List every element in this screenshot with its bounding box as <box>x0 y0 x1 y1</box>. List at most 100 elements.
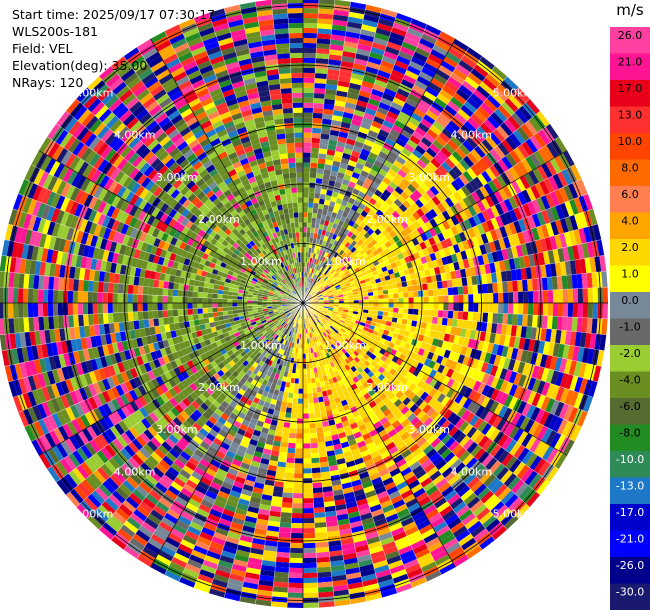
velocity-gate <box>209 375 218 384</box>
velocity-gate <box>297 403 303 409</box>
velocity-gate <box>303 522 315 529</box>
velocity-gate <box>331 330 338 336</box>
velocity-gate <box>466 357 475 368</box>
velocity-gate <box>437 383 447 394</box>
velocity-gate <box>354 323 360 328</box>
velocity-gate <box>160 545 176 557</box>
velocity-gate <box>336 325 342 330</box>
velocity-gate <box>400 517 415 527</box>
velocity-gate <box>71 418 83 434</box>
velocity-gate <box>277 541 291 548</box>
ray-separator <box>254 302 304 605</box>
velocity-gate <box>289 382 295 389</box>
velocity-gate <box>423 394 433 404</box>
velocity-gate <box>278 325 284 331</box>
velocity-gate <box>490 364 499 377</box>
velocity-gate <box>486 322 493 333</box>
velocity-gate <box>169 323 176 332</box>
velocity-gate <box>334 319 340 324</box>
velocity-gate <box>112 454 125 468</box>
velocity-gate <box>185 346 193 355</box>
velocity-gate <box>517 361 526 375</box>
velocity-gate <box>60 394 70 409</box>
velocity-gate <box>536 425 549 441</box>
velocity-gate <box>222 298 228 303</box>
velocity-gate <box>327 311 333 315</box>
velocity-gate <box>382 311 389 317</box>
velocity-gate <box>469 348 478 359</box>
velocity-gate <box>390 527 405 537</box>
velocity-gate <box>408 331 415 339</box>
velocity-gate <box>303 547 317 554</box>
velocity-gate <box>155 375 165 386</box>
velocity-gate <box>53 355 62 370</box>
velocity-gate <box>189 554 205 565</box>
velocity-gate <box>153 409 163 420</box>
velocity-gate <box>378 306 384 312</box>
velocity-gate <box>177 491 191 503</box>
velocity-gate <box>555 329 562 344</box>
velocity-gate <box>406 567 423 579</box>
velocity-gate <box>289 557 303 564</box>
velocity-gate <box>287 372 292 378</box>
velocity-gate <box>31 389 42 406</box>
velocity-gate <box>309 317 313 323</box>
velocity-gate <box>445 388 455 399</box>
velocity-gate <box>284 310 290 315</box>
velocity-gate <box>169 397 179 408</box>
velocity-gate <box>264 315 271 320</box>
velocity-gate <box>570 425 582 442</box>
velocity-gate <box>227 392 236 401</box>
velocity-gate <box>545 466 559 483</box>
velocity-gate <box>128 492 143 506</box>
velocity-gate <box>490 480 504 494</box>
ray-separator <box>4 302 304 367</box>
velocity-gate <box>481 373 491 385</box>
velocity-gate <box>108 494 123 508</box>
velocity-gate <box>178 321 186 330</box>
velocity-gate <box>150 451 163 463</box>
velocity-gate <box>418 557 435 568</box>
velocity-gate <box>315 311 321 316</box>
velocity-gate <box>238 498 250 507</box>
velocity-gate <box>391 419 401 429</box>
velocity-gate <box>468 378 477 390</box>
velocity-gate <box>462 355 470 366</box>
velocity-gate <box>415 491 429 503</box>
velocity-gate <box>176 335 184 344</box>
velocity-gate <box>417 423 428 434</box>
velocity-gate <box>53 315 60 330</box>
velocity-gate <box>116 408 127 421</box>
velocity-gate <box>199 458 211 468</box>
velocity-gate <box>143 319 150 329</box>
velocity-gate <box>207 445 218 455</box>
velocity-gate <box>324 435 333 442</box>
velocity-gate <box>37 372 47 389</box>
velocity-gate <box>437 416 448 428</box>
velocity-gate <box>341 482 353 490</box>
velocity-gate <box>137 303 143 312</box>
velocity-gate <box>413 420 424 430</box>
velocity-gate <box>85 336 93 349</box>
velocity-gate <box>181 388 190 398</box>
velocity-gate <box>358 335 365 342</box>
velocity-gate <box>541 315 548 329</box>
velocity-gate <box>223 454 234 464</box>
velocity-gate <box>195 342 202 351</box>
velocity-gate <box>27 375 37 392</box>
velocity-gate <box>431 316 438 325</box>
velocity-gate <box>277 324 283 330</box>
velocity-gate <box>364 335 371 341</box>
velocity-gate <box>311 462 321 469</box>
velocity-gate <box>247 344 255 351</box>
velocity-gate <box>112 283 119 294</box>
velocity-gate <box>113 322 120 333</box>
velocity-gate <box>331 312 338 316</box>
velocity-gate <box>245 341 252 348</box>
velocity-gate <box>60 440 73 456</box>
velocity-gate <box>466 400 477 413</box>
velocity-gate <box>267 320 273 326</box>
velocity-gate <box>294 322 298 329</box>
velocity-gate <box>260 317 266 322</box>
velocity-gate <box>446 378 455 389</box>
